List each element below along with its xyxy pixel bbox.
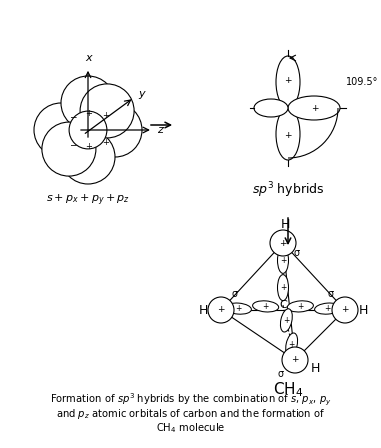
- Text: +: +: [297, 302, 304, 311]
- Circle shape: [88, 103, 142, 157]
- Text: $x$: $x$: [85, 52, 93, 63]
- Ellipse shape: [253, 301, 279, 312]
- Ellipse shape: [280, 309, 292, 332]
- Text: +: +: [280, 256, 286, 265]
- Text: C: C: [279, 300, 287, 310]
- Text: $\mathrm{CH_4}$: $\mathrm{CH_4}$: [273, 381, 303, 399]
- Ellipse shape: [276, 108, 300, 160]
- Text: +: +: [217, 306, 225, 314]
- Ellipse shape: [277, 247, 288, 273]
- Text: and $p_z$ atomic orbitals of carbon and the formation of: and $p_z$ atomic orbitals of carbon and …: [56, 407, 326, 421]
- Text: $y$: $y$: [138, 89, 147, 101]
- Text: H: H: [199, 303, 208, 316]
- Ellipse shape: [276, 56, 300, 108]
- Text: +: +: [86, 142, 93, 151]
- Text: +: +: [279, 238, 287, 247]
- Circle shape: [282, 347, 308, 373]
- Ellipse shape: [277, 275, 288, 301]
- Text: −: −: [69, 140, 77, 149]
- Text: +: +: [325, 304, 331, 313]
- Text: σ: σ: [278, 369, 284, 379]
- Text: σ: σ: [232, 289, 238, 299]
- Text: σ: σ: [294, 248, 300, 258]
- Text: +: +: [311, 103, 319, 112]
- Ellipse shape: [286, 333, 298, 356]
- Ellipse shape: [288, 96, 340, 120]
- Text: Formation of $sp^3$ hybrids by the combination of $s$, $p_x$, $p_y$: Formation of $sp^3$ hybrids by the combi…: [50, 392, 332, 408]
- Circle shape: [34, 103, 88, 157]
- Text: +: +: [102, 111, 109, 120]
- Text: +: +: [341, 306, 349, 314]
- Text: H: H: [280, 219, 290, 232]
- Circle shape: [61, 76, 115, 130]
- Text: +: +: [283, 316, 290, 325]
- Text: −: −: [69, 112, 77, 121]
- Text: $z$: $z$: [157, 125, 165, 135]
- Ellipse shape: [315, 303, 341, 314]
- Text: $s + p_x + p_y + p_z$: $s + p_x + p_y + p_z$: [46, 192, 130, 208]
- Text: $sp^3$ hybrids: $sp^3$ hybrids: [252, 180, 324, 200]
- Circle shape: [208, 297, 234, 323]
- Text: +: +: [280, 283, 286, 292]
- Text: $\mathrm{CH_4}$ molecule: $\mathrm{CH_4}$ molecule: [156, 421, 226, 435]
- Circle shape: [61, 130, 115, 184]
- Text: +: +: [102, 138, 109, 146]
- Text: H: H: [310, 362, 320, 375]
- Text: +: +: [86, 109, 93, 118]
- Ellipse shape: [287, 301, 314, 312]
- Circle shape: [80, 84, 134, 138]
- Circle shape: [42, 122, 96, 176]
- Ellipse shape: [254, 99, 288, 117]
- Text: +: +: [288, 340, 295, 349]
- Text: σ: σ: [328, 289, 334, 299]
- Text: +: +: [291, 356, 299, 365]
- Circle shape: [69, 111, 107, 149]
- Circle shape: [270, 230, 296, 256]
- Text: H: H: [358, 303, 368, 316]
- Text: +: +: [284, 77, 292, 86]
- Text: 109.5°: 109.5°: [346, 77, 378, 87]
- Text: +: +: [263, 302, 269, 311]
- Text: +: +: [284, 130, 292, 139]
- Ellipse shape: [225, 303, 251, 314]
- Circle shape: [332, 297, 358, 323]
- Text: +: +: [235, 304, 242, 313]
